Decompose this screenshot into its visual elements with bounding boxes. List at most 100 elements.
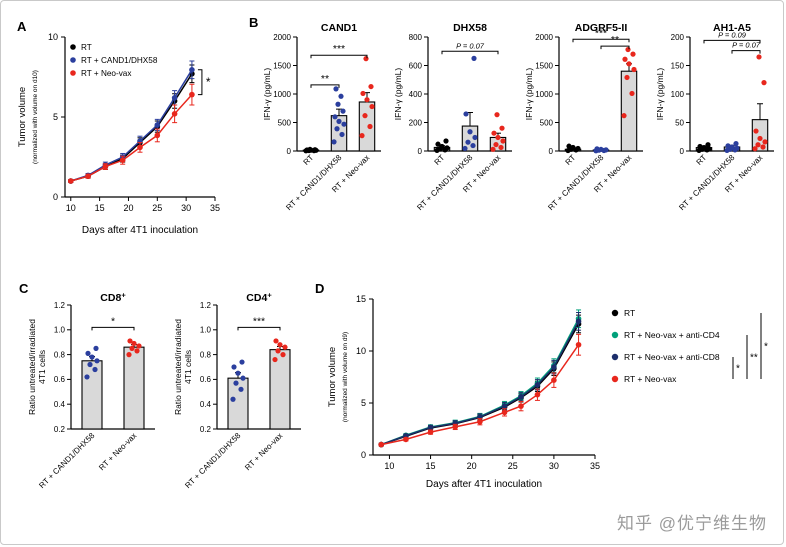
svg-text:0: 0 xyxy=(361,450,366,460)
panel-a-tumor-volume-chart: 10 15 20 25 30 35 0 5 10 Days after 4T1 inoculati… xyxy=(13,23,241,241)
svg-text:200: 200 xyxy=(409,118,423,127)
panel-b-ah1a5-bar-chart: AH1-A5 0 50 100 150 200 IFN-γ (pg/mL) RT RT + CA… xyxy=(652,19,782,271)
panel-d-legend: RT RT + Neo-vax + anti-CD4 RT + Neo-vax + … xyxy=(607,301,783,393)
svg-text:P = 0.07: P = 0.07 xyxy=(456,41,485,50)
svg-text:600: 600 xyxy=(409,61,423,70)
svg-text:50: 50 xyxy=(675,118,684,127)
panel-c-cd4-bar-chart: CD4+ 0.2 0.4 0.6 0.8 1.0 1.2 Ratio untreated/ir… xyxy=(171,289,311,541)
svg-text:0: 0 xyxy=(287,147,292,156)
svg-text:*: * xyxy=(736,364,740,375)
svg-text:DHX58: DHX58 xyxy=(453,22,487,34)
panel-b-adgrf5-bar-chart: ADGRF5-II 0 500 1000 1500 2000 IFN-γ (pg/mL) RT… xyxy=(521,19,651,271)
svg-text:10: 10 xyxy=(48,32,58,42)
svg-text:**: ** xyxy=(611,34,619,46)
svg-text:*: * xyxy=(206,75,211,89)
svg-text:2000: 2000 xyxy=(535,33,553,42)
svg-text:ADGRF5-II: ADGRF5-II xyxy=(575,22,628,34)
svg-text:0: 0 xyxy=(680,147,685,156)
svg-text:P = 0.07: P = 0.07 xyxy=(732,41,761,50)
watermark: 知乎 @优宁维生物 xyxy=(617,514,767,533)
svg-text:5: 5 xyxy=(53,112,58,122)
panel-c-cd8-bar-chart: CD8+ 0.2 0.4 0.6 0.8 1.0 1.2 Ratio untreated/ir… xyxy=(25,289,165,541)
svg-text:800: 800 xyxy=(409,33,423,42)
svg-text:35: 35 xyxy=(590,461,600,471)
svg-text:0: 0 xyxy=(53,192,58,202)
panel-label-a: A xyxy=(17,19,27,34)
svg-text:0.6: 0.6 xyxy=(54,375,66,384)
svg-text:0.2: 0.2 xyxy=(200,425,212,434)
svg-text:500: 500 xyxy=(278,118,292,127)
svg-text:1500: 1500 xyxy=(273,61,291,70)
panel-b-dhx58-bar-chart: DHX58 0 200 400 600 800 IFN-γ (pg/mL) RT RT + CA… xyxy=(390,19,520,271)
svg-text:CD8+: CD8+ xyxy=(100,291,126,305)
svg-text:RT: RT xyxy=(302,153,316,167)
svg-text:IFN-γ (pg/mL): IFN-γ (pg/mL) xyxy=(262,68,272,121)
chart-C2-svg: CD4+ 0.2 0.4 0.6 0.8 1.0 1.2 Ratio untreated/ir… xyxy=(173,291,301,491)
svg-text:RT + CAND1/DHX58: RT + CAND1/DHX58 xyxy=(81,56,158,65)
svg-text:(normalized with volume on d9): (normalized with volume on d9) xyxy=(342,332,349,422)
svg-text:*: * xyxy=(764,342,768,353)
svg-text:400: 400 xyxy=(409,90,423,99)
svg-text:RT + CAND1/DHX58: RT + CAND1/DHX58 xyxy=(183,431,243,491)
svg-text:IFN-γ (pg/mL): IFN-γ (pg/mL) xyxy=(524,68,534,121)
svg-text:P = 0.09: P = 0.09 xyxy=(718,30,747,39)
svg-text:5: 5 xyxy=(361,398,366,408)
svg-text:Days after 4T1 inoculation: Days after 4T1 inoculation xyxy=(82,225,198,236)
svg-text:30: 30 xyxy=(549,461,559,471)
svg-text:10: 10 xyxy=(356,346,366,356)
svg-text:**: ** xyxy=(750,353,758,364)
chart-A-svg: 10 15 20 25 30 35 0 5 10 Days after 4T1 inoculati… xyxy=(17,32,220,236)
panel-d-tumor-volume-chart: 10 15 20 25 30 35 0 5 10 15 Days after 4T1 inocula… xyxy=(325,287,607,495)
svg-text:***: *** xyxy=(253,315,265,327)
svg-text:IFN-γ (pg/mL): IFN-γ (pg/mL) xyxy=(393,68,403,121)
svg-text:***: *** xyxy=(595,27,607,39)
svg-text:0.8: 0.8 xyxy=(54,350,66,359)
svg-text:RT: RT xyxy=(433,153,447,167)
svg-text:Tumor volume: Tumor volume xyxy=(327,347,338,407)
svg-text:RT: RT xyxy=(564,153,578,167)
panel-b-cand1-bar-chart: CAND1 0 500 1000 1500 2000 IFN-γ (pg/mL) RT RT +… xyxy=(259,19,389,271)
svg-text:RT + CAND1/DHX58: RT + CAND1/DHX58 xyxy=(37,431,97,491)
svg-text:*: * xyxy=(111,315,115,327)
svg-text:30: 30 xyxy=(181,203,191,213)
svg-text:500: 500 xyxy=(540,118,554,127)
svg-text:Ratio untreated/irradiated: Ratio untreated/irradiated xyxy=(173,319,183,415)
svg-text:Days after 4T1 inoculation: Days after 4T1 inoculation xyxy=(426,479,542,490)
svg-text:RT + Neo-vax + anti-CD4: RT + Neo-vax + anti-CD4 xyxy=(624,330,720,340)
svg-text:AH1-A5: AH1-A5 xyxy=(713,22,751,34)
svg-text:0: 0 xyxy=(418,147,423,156)
svg-text:10: 10 xyxy=(384,461,394,471)
svg-text:1.2: 1.2 xyxy=(200,301,212,310)
svg-text:15: 15 xyxy=(426,461,436,471)
svg-text:CD4+: CD4+ xyxy=(246,291,272,305)
chart-C1-svg: CD8+ 0.2 0.4 0.6 0.8 1.0 1.2 Ratio untreated/ir… xyxy=(27,291,155,491)
svg-text:0.4: 0.4 xyxy=(200,400,212,409)
svg-text:***: *** xyxy=(333,43,345,55)
svg-text:1.0: 1.0 xyxy=(200,326,212,335)
svg-text:RT + Neo-vax: RT + Neo-vax xyxy=(81,69,131,78)
svg-text:100: 100 xyxy=(671,90,685,99)
svg-text:1000: 1000 xyxy=(273,90,291,99)
svg-text:Tumor volume: Tumor volume xyxy=(17,87,28,147)
svg-text:4T1 cells: 4T1 cells xyxy=(183,350,193,384)
svg-text:Ratio untreated/irradiated: Ratio untreated/irradiated xyxy=(27,319,37,415)
svg-text:0.8: 0.8 xyxy=(200,350,212,359)
chart-D-svg: 10 15 20 25 30 35 0 5 10 15 Days after 4T1 inocula… xyxy=(327,294,600,490)
svg-text:CAND1: CAND1 xyxy=(321,22,357,34)
svg-text:15: 15 xyxy=(95,203,105,213)
svg-text:(normalized with volume on d10: (normalized with volume on d10) xyxy=(32,70,39,164)
svg-text:15: 15 xyxy=(356,294,366,304)
svg-text:1500: 1500 xyxy=(535,61,553,70)
svg-text:RT + Neo-vax: RT + Neo-vax xyxy=(243,431,284,472)
svg-text:RT + Neo-vax + anti-CD8: RT + Neo-vax + anti-CD8 xyxy=(624,352,720,362)
svg-text:35: 35 xyxy=(210,203,220,213)
panel-label-c: C xyxy=(19,281,29,296)
svg-text:150: 150 xyxy=(671,61,685,70)
chart-B3-svg: ADGRF5-II 0 500 1000 1500 2000 IFN-γ (pg/mL) RT… xyxy=(524,22,643,212)
svg-text:10: 10 xyxy=(66,203,76,213)
svg-text:200: 200 xyxy=(671,33,685,42)
svg-text:RT + Neo-vax: RT + Neo-vax xyxy=(97,431,138,472)
